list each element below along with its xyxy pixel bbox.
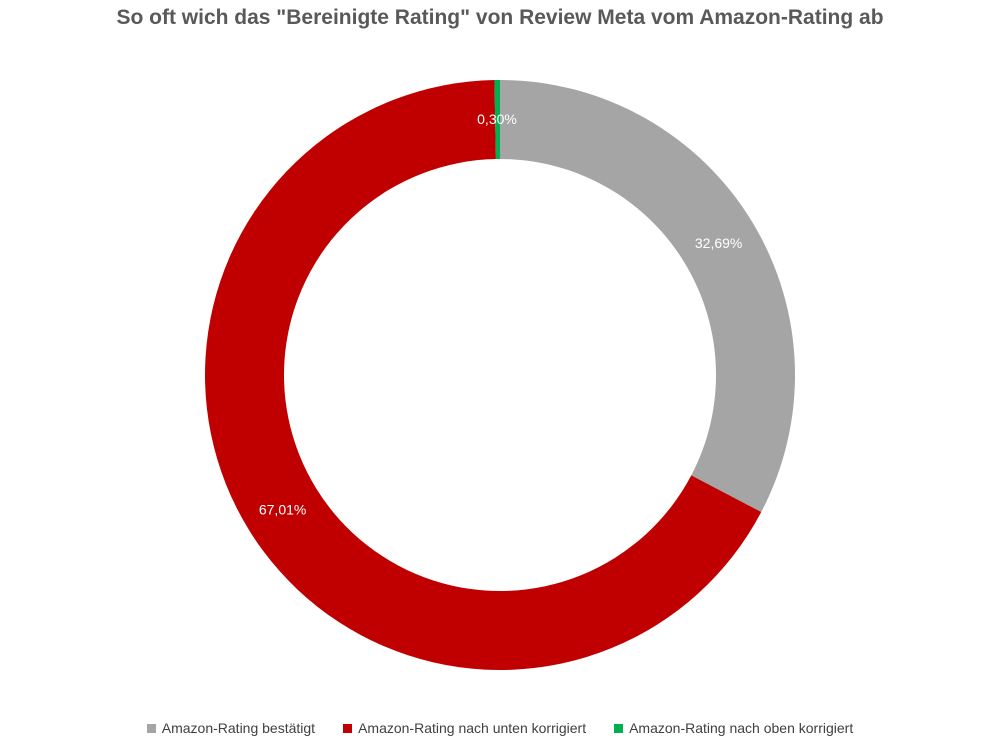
legend-label: Amazon-Rating bestätigt	[161, 720, 316, 736]
legend: Amazon-Rating bestätigt Amazon-Rating nac…	[0, 720, 1000, 736]
chart-title: So oft wich das "Bereinigte Rating" von …	[116, 6, 884, 29]
legend-swatch	[343, 723, 353, 733]
legend-entry-2: Amazon-Rating nach unten korrigiert	[343, 720, 586, 736]
slice-label-1: 32,69%	[695, 235, 742, 251]
legend-entry-1: Amazon-Rating bestätigt	[146, 720, 316, 736]
legend-entry-3: Amazon-Rating nach oben korrigiert	[614, 720, 853, 736]
donut-slices	[205, 80, 796, 670]
donut-slice-1	[500, 80, 796, 513]
donut-slice-3	[494, 80, 500, 160]
legend-swatch	[614, 723, 624, 733]
legend-label: Amazon-Rating nach unten korrigiert	[358, 720, 587, 736]
legend-label: Amazon-Rating nach oben korrigiert	[629, 720, 854, 736]
donut-labels: 32,69% 67,01% 0,30%	[259, 111, 743, 517]
slice-label-3: 0,30%	[477, 111, 517, 127]
legend-swatch	[146, 723, 156, 733]
slice-label-2: 67,01%	[259, 501, 306, 517]
